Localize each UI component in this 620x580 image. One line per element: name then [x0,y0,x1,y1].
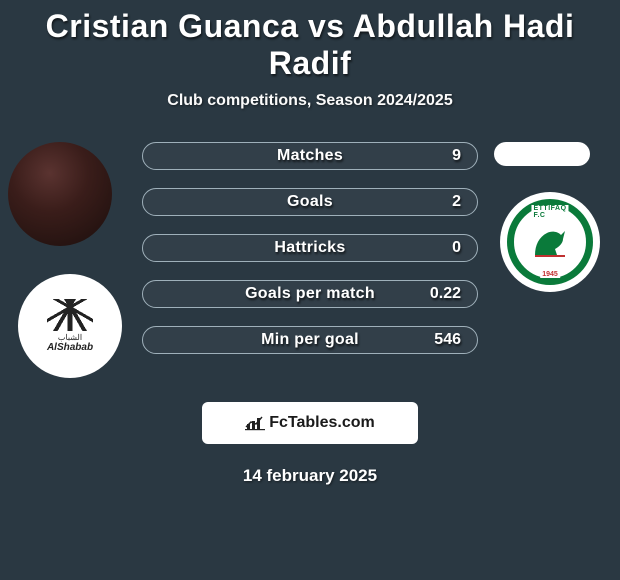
stat-value: 2 [452,193,461,211]
stat-row-goals-per-match: Goals per match 0.22 [142,280,478,308]
subtitle: Club competitions, Season 2024/2025 [0,92,620,110]
brand-box[interactable]: FcTables.com [202,402,418,444]
footer-date: 14 february 2025 [0,466,620,486]
main-area: الشباب AlShabab ETTIFAQ F.C 1945 Matches… [0,142,620,402]
alshabab-logo: الشباب AlShabab [47,299,93,353]
ettifaq-horse-icon [529,225,571,259]
stat-label: Matches [277,147,343,165]
infographic-container: Cristian Guanca vs Abdullah Hadi Radif C… [0,0,620,486]
club-badge-right: ETTIFAQ F.C 1945 [500,192,600,292]
ettifaq-name: ETTIFAQ F.C [531,205,568,219]
club-badge-left: الشباب AlShabab [18,274,122,378]
stat-label: Hattricks [274,239,345,257]
stat-value: 546 [434,331,461,349]
stat-value: 0.22 [430,285,461,303]
brand-text: FcTables.com [269,414,375,432]
bar-chart-icon [245,415,265,431]
stat-value: 9 [452,147,461,165]
alshabab-arabic: الشباب [47,333,93,342]
ettifaq-logo: ETTIFAQ F.C 1945 [507,199,593,285]
player-badge-right [494,142,590,166]
player-photo-left [8,142,112,246]
stats-column: Matches 9 Goals 2 Hattricks 0 Goals per … [142,142,478,372]
page-title: Cristian Guanca vs Abdullah Hadi Radif [0,8,620,82]
stat-value: 0 [452,239,461,257]
alshabab-palm-icon [47,299,93,331]
stat-label: Goals per match [245,285,375,303]
stat-row-hattricks: Hattricks 0 [142,234,478,262]
stat-label: Min per goal [261,331,359,349]
alshabab-name: AlShabab [47,342,93,353]
stat-row-goals: Goals 2 [142,188,478,216]
stat-label: Goals [287,193,333,211]
stat-row-matches: Matches 9 [142,142,478,170]
stat-row-min-per-goal: Min per goal 546 [142,326,478,354]
ettifaq-year: 1945 [540,271,560,278]
